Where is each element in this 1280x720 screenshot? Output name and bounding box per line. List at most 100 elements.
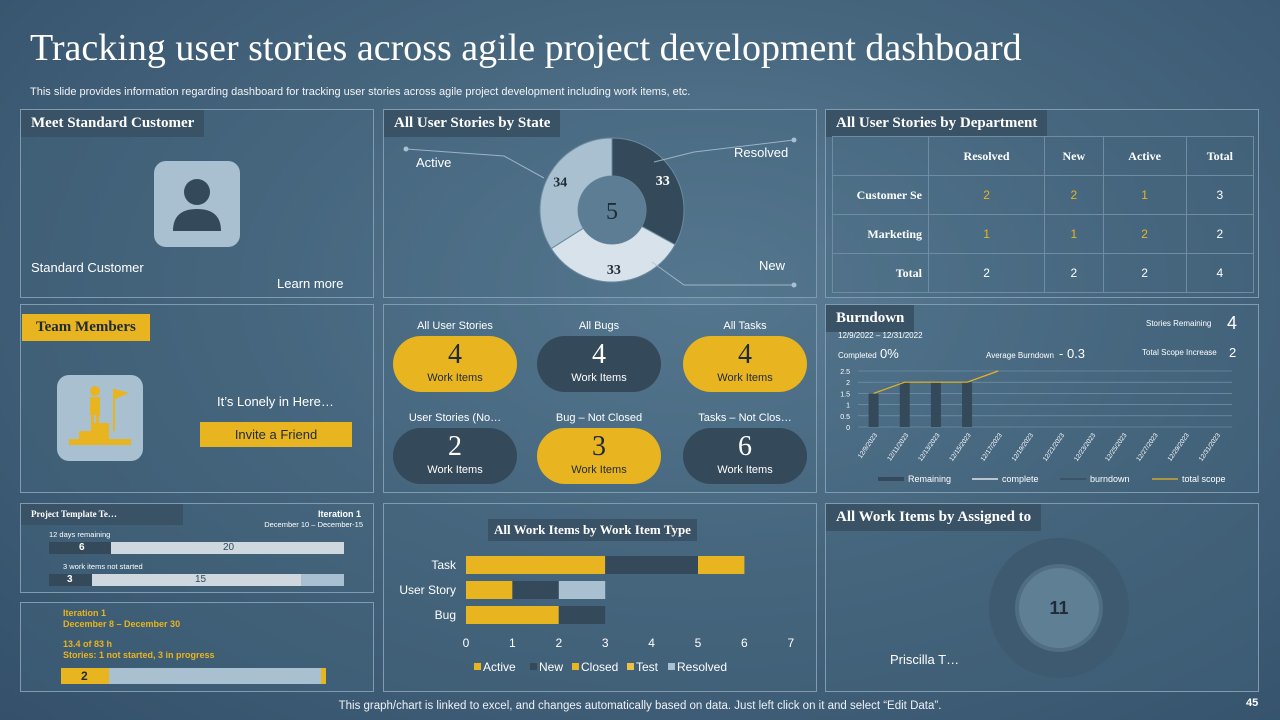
table-cell: 3 bbox=[1185, 175, 1255, 215]
items-value-b: 15 bbox=[195, 574, 207, 585]
department-table: Resolved New Active Total Customer Se 2 … bbox=[832, 136, 1255, 293]
page-subtitle: This slide provides information regardin… bbox=[30, 86, 691, 98]
tile-user-stories-not-closed[interactable]: 2 Work Items bbox=[393, 428, 517, 484]
days-remaining-bar: 6 20 bbox=[49, 542, 344, 554]
y-tick-label: 1 bbox=[846, 403, 850, 410]
tile-unit: Work Items bbox=[427, 372, 483, 384]
project-title: Project Template Te… bbox=[21, 504, 183, 525]
burndown-completed-label: Completed bbox=[838, 351, 877, 360]
legend-label: Resolved bbox=[677, 660, 727, 674]
x-tick-label: 3 bbox=[602, 636, 609, 650]
tile-all-bugs[interactable]: 4 Work Items bbox=[537, 336, 661, 392]
y-tick-label: 2 bbox=[846, 380, 850, 387]
tiles-panel: All User Stories 4 Work Items All Bugs 4… bbox=[383, 304, 817, 493]
tile-unit: Work Items bbox=[571, 372, 627, 384]
scope-increase-label: Total Scope Increase bbox=[1142, 348, 1217, 357]
tile-unit: Work Items bbox=[717, 372, 773, 384]
legend-label: New bbox=[539, 660, 563, 674]
items-not-started-bar: 3 15 bbox=[49, 574, 344, 586]
iteration-panel: Iteration 1 December 8 – December 30 13.… bbox=[20, 602, 374, 692]
legend-label: Remaining bbox=[908, 474, 951, 484]
items-not-started-dark bbox=[49, 574, 92, 586]
bar-segment-active bbox=[466, 581, 513, 599]
work-item-type-title: All Work Items by Work Item Type bbox=[488, 519, 697, 541]
tile-label: Bug – Not Closed bbox=[555, 412, 643, 424]
state-panel: All User Stories by State 33 33 34 5 Activ… bbox=[383, 109, 817, 298]
tile-label: User Stories (No… bbox=[408, 412, 502, 424]
x-tick-label: 12/11/2023 bbox=[886, 432, 910, 463]
state-label-active: Active bbox=[416, 155, 451, 170]
table-cell: 2 bbox=[1102, 214, 1187, 254]
legend-swatch bbox=[878, 477, 904, 481]
legend-swatch bbox=[530, 663, 537, 670]
department-panel: All User Stories by Department Resolved … bbox=[825, 109, 1259, 298]
burndown-panel: Burndown 12/9/2022 – 12/31/2022 Complete… bbox=[825, 304, 1259, 493]
x-tick-label: 6 bbox=[741, 636, 748, 650]
page-number: 45 bbox=[1246, 697, 1259, 709]
table-cell: 2 bbox=[927, 175, 1046, 215]
table-row: Marketing 1 1 2 2 bbox=[832, 214, 1255, 254]
table-corner bbox=[832, 136, 929, 176]
x-tick-label: 4 bbox=[648, 636, 655, 650]
bar-segment-resolved bbox=[558, 581, 606, 599]
team-panel-title: Team Members bbox=[22, 314, 150, 341]
days-remaining-fill bbox=[49, 542, 111, 554]
invite-friend-button[interactable]: Invite a Friend bbox=[200, 422, 352, 447]
legend-label: total scope bbox=[1182, 474, 1226, 484]
tile-all-tasks[interactable]: 4 Work Items bbox=[683, 336, 807, 392]
footer-note: This graph/chart is linked to excel, and… bbox=[338, 700, 942, 712]
work-item-type-chart: Task User Story Bug 0 1 2 3 4 5 6 7 Active New Closed… bbox=[399, 556, 794, 674]
legend-swatch bbox=[668, 663, 675, 670]
x-tick-label: 12/13/2023 bbox=[917, 432, 942, 463]
iteration-progress-bar: 2 bbox=[61, 668, 326, 684]
tile-tasks-not-closed[interactable]: 6 Work Items bbox=[683, 428, 807, 484]
bar-segment-new bbox=[558, 606, 606, 624]
assigned-panel-title: All Work Items by Assigned to bbox=[826, 504, 1042, 531]
tile-label: All Bugs bbox=[578, 320, 620, 332]
x-tick-label: 2 bbox=[555, 636, 562, 650]
column-header: Resolved bbox=[927, 136, 1046, 176]
column-header: Total bbox=[1185, 136, 1255, 176]
achievement-icon bbox=[57, 375, 143, 461]
donut-center-value: 5 bbox=[606, 199, 618, 225]
table-cell: 2 bbox=[1185, 214, 1255, 254]
iteration-progress-end bbox=[321, 668, 326, 684]
tile-value: 4 bbox=[738, 339, 752, 370]
iteration-hours: 13.4 of 83 h bbox=[63, 639, 113, 649]
state-label-new: New bbox=[759, 258, 786, 273]
state-panel-title: All User Stories by State bbox=[384, 110, 561, 137]
x-tick-label: 12/21/2023 bbox=[1042, 432, 1067, 463]
table-header-row: Resolved New Active Total bbox=[832, 136, 1255, 176]
table-row: Customer Se 2 2 1 3 bbox=[832, 175, 1255, 215]
row-header: Marketing bbox=[832, 214, 929, 254]
tile-all-user-stories[interactable]: 4 Work Items bbox=[393, 336, 517, 392]
tile-value: 6 bbox=[738, 431, 752, 462]
table-cell: 2 bbox=[927, 253, 1046, 293]
burndown-bar bbox=[868, 393, 879, 427]
tile-label: All User Stories bbox=[417, 320, 493, 332]
project-iteration: Iteration 1 bbox=[317, 509, 361, 519]
row-header: Total bbox=[832, 253, 929, 293]
x-tick-label: 5 bbox=[695, 636, 702, 650]
learn-more-link[interactable]: Learn more bbox=[277, 276, 344, 291]
customer-name: Standard Customer bbox=[31, 260, 144, 275]
burndown-average-label: Average Burndown bbox=[986, 351, 1054, 360]
donut-center bbox=[578, 176, 646, 244]
tile-unit: Work Items bbox=[427, 464, 483, 476]
bar-segment-active bbox=[466, 606, 559, 624]
category-label: Task bbox=[431, 558, 457, 572]
tile-unit: Work Items bbox=[717, 464, 773, 476]
donut-slice-value: 33 bbox=[656, 174, 670, 189]
work-item-type-panel: All Work Items by Work Item Type Task Use… bbox=[383, 503, 817, 692]
legend-label: Closed bbox=[581, 660, 618, 674]
tile-label: Tasks – Not Clos… bbox=[698, 412, 792, 424]
table-cell: 2 bbox=[1044, 175, 1104, 215]
iteration-title: Iteration 1 bbox=[63, 608, 107, 618]
donut-slice-value: 33 bbox=[607, 263, 621, 278]
tile-bug-not-closed[interactable]: 3 Work Items bbox=[537, 428, 661, 484]
x-tick-label: 12/15/2023 bbox=[948, 432, 973, 463]
legend-swatch bbox=[572, 663, 579, 670]
column-header: Active bbox=[1102, 136, 1187, 176]
burndown-panel-title: Burndown bbox=[826, 305, 915, 332]
legend-label: Active bbox=[483, 660, 516, 674]
